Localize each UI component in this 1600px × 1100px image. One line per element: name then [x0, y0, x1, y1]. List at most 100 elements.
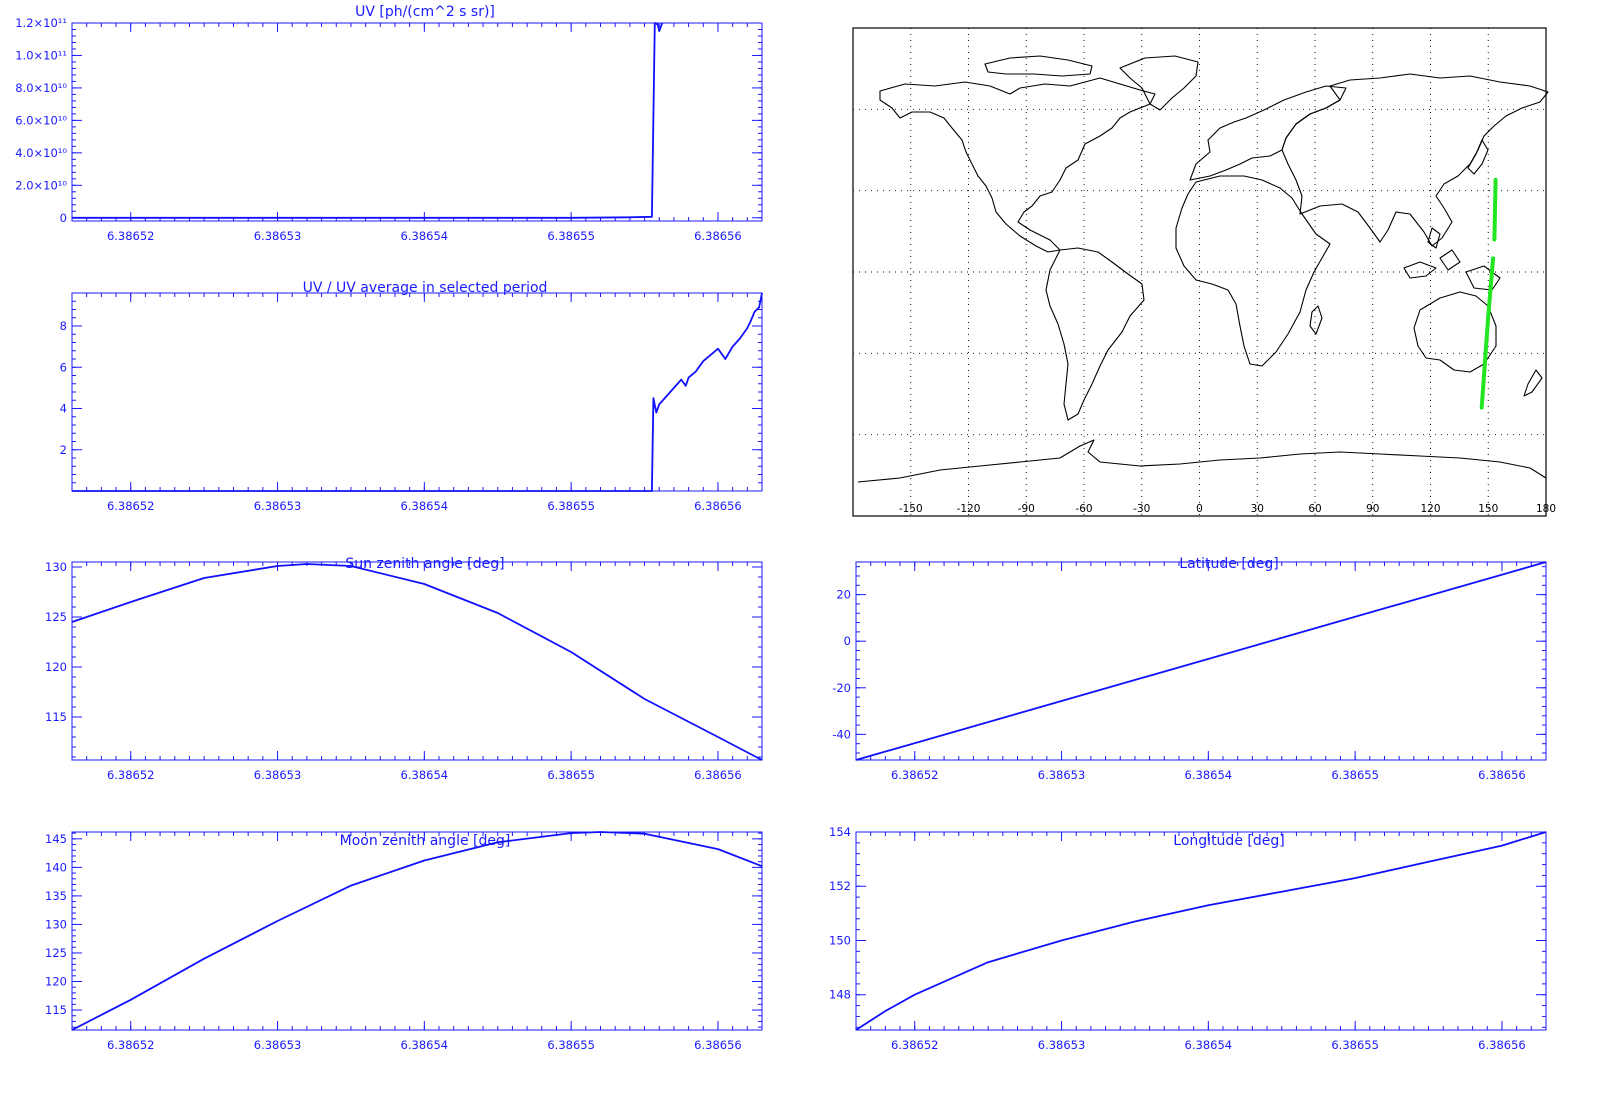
sun-zenith-y-tick-label: 115 — [45, 710, 67, 724]
latitude-y-tick-label: -40 — [832, 727, 851, 741]
longitude-plot-frame — [855, 831, 1547, 1031]
uv-ratio-y-tick-label: 6 — [60, 360, 67, 374]
uv-x-tick-label: 6.38656 — [694, 229, 742, 243]
uv-x-tick-label: 6.38653 — [254, 229, 302, 243]
sun-zenith-series-line — [71, 563, 763, 761]
moon-zenith-x-tick-label: 6.38654 — [401, 1038, 449, 1052]
moon-zenith-y-tick-label: 125 — [45, 946, 67, 960]
moon-zenith-x-tick-label: 6.38653 — [254, 1038, 302, 1052]
sun-zenith-x-tick-label: 6.38654 — [401, 768, 449, 782]
map-lon-ticks: -150 -120 -90 -60 -30 0 30 60 90 120 150 180 — [899, 503, 1556, 515]
uv-y-tick-label: 1.0×10¹¹ — [15, 48, 67, 62]
map-lon-tick-label: 90 — [1366, 503, 1379, 515]
map-lon-tick-label: 0 — [1196, 503, 1203, 515]
map-lon-tick-label: 60 — [1308, 503, 1321, 515]
world-map: -150 -120 -90 -60 -30 0 30 60 90 120 150 180 — [852, 27, 1556, 517]
moon-zenith-x-tick-label: 6.38652 — [107, 1038, 155, 1052]
uv-ratio-series-line — [72, 292, 763, 492]
uv-x-tick-label: 6.38652 — [107, 229, 155, 243]
sun-zenith-y-tick-label: 125 — [45, 610, 67, 624]
longitude-x-tick-label: 6.38655 — [1331, 1038, 1379, 1052]
uv-y-tick-label: 4.0×10¹⁰ — [15, 146, 67, 160]
uv-ratio-title: UV / UV average in selected period — [303, 280, 548, 296]
latitude-y-tick-label: 20 — [836, 588, 851, 602]
sun-zenith-plot-frame — [71, 561, 763, 761]
map-lon-tick-label: -90 — [1018, 503, 1035, 515]
map-lon-tick-label: 180 — [1536, 503, 1556, 515]
longitude-y-tick-label: 154 — [829, 825, 851, 839]
uv-ratio-y-tick-label: 2 — [60, 443, 67, 457]
latitude-x-tick-label: 6.38654 — [1185, 768, 1233, 782]
uv-ratio-panel: UV / UV average in selected period 6.386… — [60, 280, 763, 513]
longitude-y-tick-label: 152 — [829, 879, 851, 893]
satellite-track — [1479, 177, 1498, 410]
latitude-x-tick-label: 6.38655 — [1331, 768, 1379, 782]
moon-zenith-y-tick-label: 140 — [45, 860, 67, 874]
uv-series-line — [72, 22, 664, 219]
moon-zenith-y-tick-label: 145 — [45, 832, 67, 846]
longitude-x-tick-label: 6.38654 — [1185, 1038, 1233, 1052]
sun-zenith-x-tick-label: 6.38652 — [107, 768, 155, 782]
sun-zenith-x-tick-label: 6.38655 — [547, 768, 595, 782]
sun-zenith-x-tick-label: 6.38653 — [254, 768, 302, 782]
map-coastlines — [857, 55, 1549, 483]
moon-zenith-x-tick-label: 6.38656 — [694, 1038, 742, 1052]
coastline-north-america — [879, 77, 1156, 253]
map-lon-tick-label: -30 — [1133, 503, 1150, 515]
uv-ratio-x-tick-label: 6.38653 — [254, 499, 302, 513]
longitude-title: Longitude [deg] — [1173, 833, 1284, 849]
latitude-series-line — [855, 561, 1547, 761]
uv-ratio-x-tick-label: 6.38654 — [401, 499, 449, 513]
coastline-arctic-islands — [984, 55, 1093, 77]
uv-ratio-y-tick-label: 8 — [60, 319, 67, 333]
uv-y-tick-label: 0 — [60, 211, 67, 225]
uv-ratio-y-tick-label: 4 — [60, 402, 67, 416]
map-lon-tick-label: -150 — [899, 503, 923, 515]
coastline-greenland — [1119, 55, 1199, 111]
sun-zenith-panel: Sun zenith angle [deg] 6.38652 6.38653 6.3… — [45, 556, 763, 782]
latitude-y-tick-label: 0 — [844, 634, 851, 648]
longitude-x-tick-label: 6.38653 — [1038, 1038, 1086, 1052]
coastline-new-zealand — [1523, 369, 1543, 397]
uv-y-tick-label: 6.0×10¹⁰ — [15, 113, 67, 127]
sun-zenith-y-tick-label: 130 — [45, 560, 67, 574]
moon-zenith-x-tick-label: 6.38655 — [547, 1038, 595, 1052]
latitude-y-tick-label: -20 — [832, 681, 851, 695]
coastline-se-asia-islands — [1403, 227, 1501, 291]
longitude-series-line — [855, 831, 1547, 1031]
satellite-track-segment — [1479, 256, 1496, 410]
map-grid — [853, 28, 1546, 516]
moon-zenith-panel: Moon zenith angle [deg] 6.38652 6.38653 6.… — [45, 831, 763, 1052]
longitude-y-tick-label: 148 — [829, 988, 851, 1002]
coastline-europe — [1189, 85, 1347, 181]
coastline-africa — [1175, 175, 1331, 367]
latitude-x-tick-label: 6.38656 — [1478, 768, 1526, 782]
latitude-x-tick-label: 6.38652 — [891, 768, 939, 782]
uv-title: UV [ph/(cm^2 s sr)] — [355, 4, 495, 20]
uv-plot-frame — [71, 22, 763, 222]
map-frame — [852, 27, 1547, 517]
map-lon-tick-label: 120 — [1420, 503, 1440, 515]
coastline-madagascar — [1309, 305, 1323, 335]
longitude-panel: Longitude [deg] 6.38652 6.38653 6.38654 6.3… — [829, 825, 1547, 1052]
map-lon-tick-label: -120 — [957, 503, 981, 515]
uv-x-tick-label: 6.38655 — [547, 229, 595, 243]
latitude-plot-frame — [855, 561, 1547, 761]
moon-zenith-plot-frame — [71, 831, 763, 1031]
map-lon-tick-label: 150 — [1478, 503, 1498, 515]
moon-zenith-y-tick-label: 130 — [45, 917, 67, 931]
uv-y-tick-label: 2.0×10¹⁰ — [15, 178, 67, 192]
uv-y-tick-label: 8.0×10¹⁰ — [15, 81, 67, 95]
latitude-x-tick-label: 6.38653 — [1038, 768, 1086, 782]
moon-zenith-series-line — [71, 831, 763, 1031]
moon-zenith-y-tick-label: 135 — [45, 889, 67, 903]
moon-zenith-y-tick-label: 115 — [45, 1003, 67, 1017]
sun-zenith-x-tick-label: 6.38656 — [694, 768, 742, 782]
uv-panel: UV [ph/(cm^2 s sr)] 6.38652 6.38653 6.3865… — [15, 4, 763, 243]
uv-x-tick-label: 6.38654 — [401, 229, 449, 243]
sun-zenith-y-tick-label: 120 — [45, 660, 67, 674]
moon-zenith-title: Moon zenith angle [deg] — [340, 833, 511, 849]
latitude-title: Latitude [deg] — [1179, 556, 1278, 572]
uv-y-tick-label: 1.2×10¹¹ — [15, 16, 67, 30]
